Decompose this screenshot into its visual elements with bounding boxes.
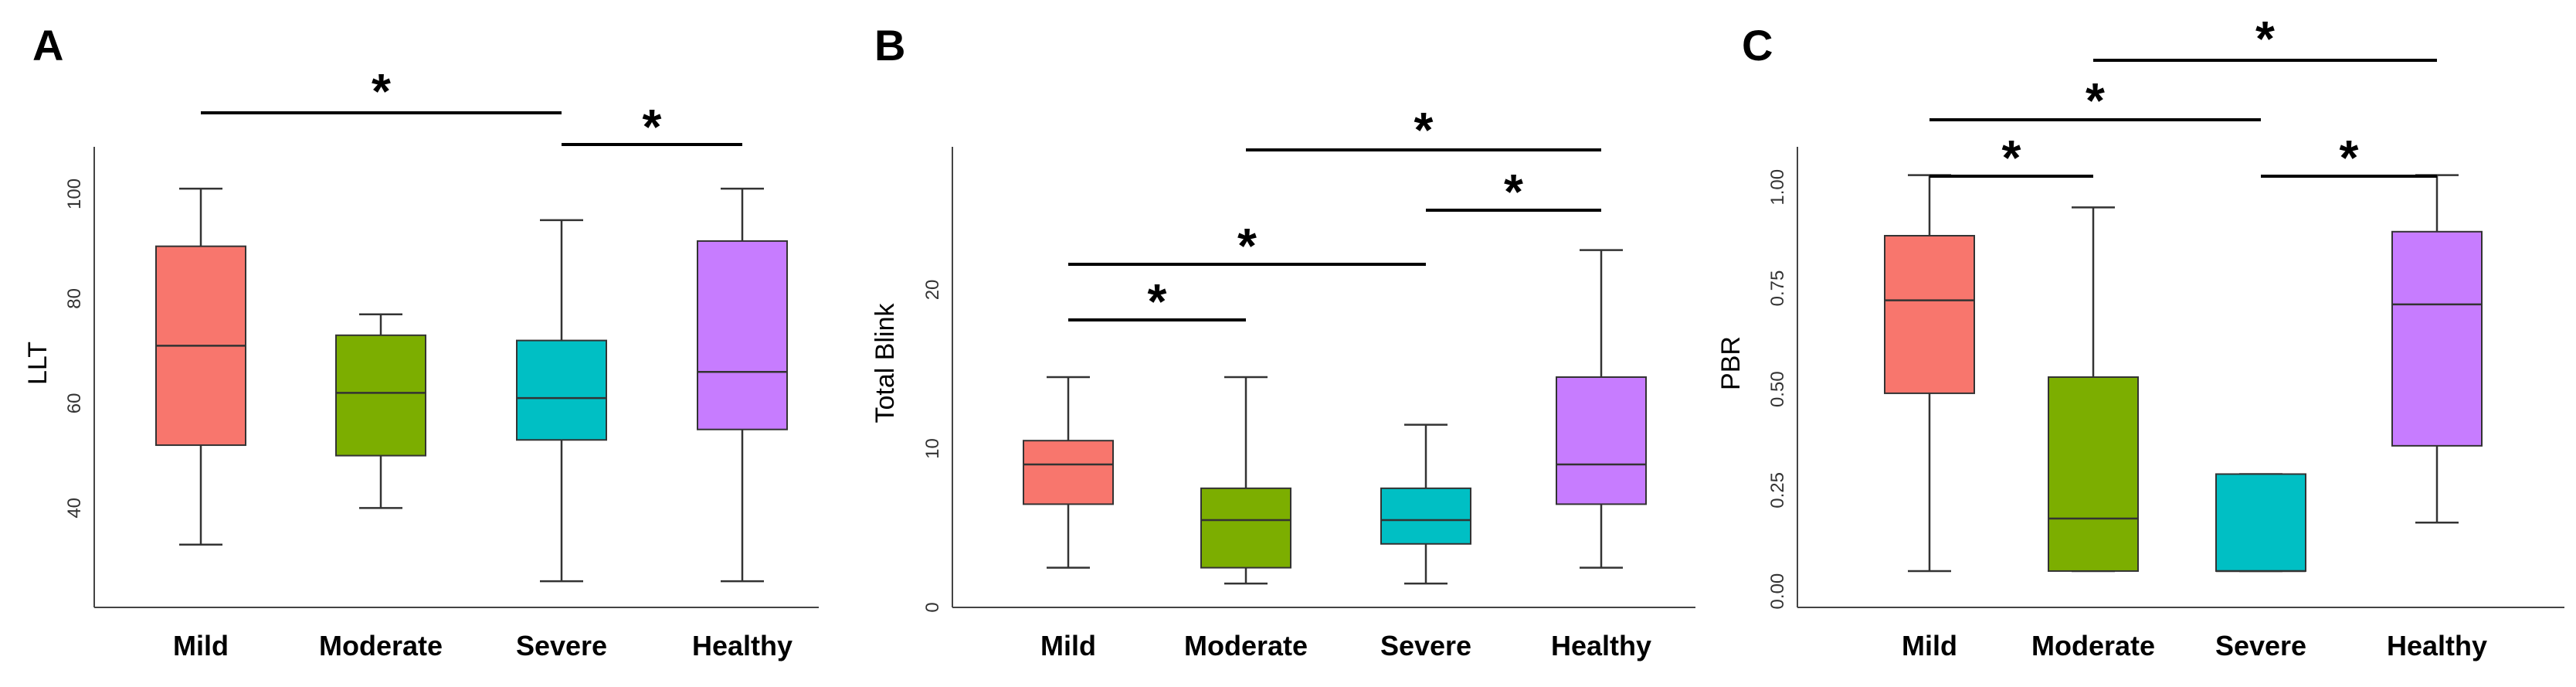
box-iqr [2048,376,2139,572]
box-moderate [335,313,426,509]
significance-star: * [1237,218,1257,274]
box-iqr [697,240,788,430]
box-severe [2215,473,2306,573]
y-tick-label: 0.75 [1767,270,1788,307]
category-label-mild: Mild [173,630,229,661]
y-tick-label: 10 [922,438,943,459]
box-healthy [2391,174,2483,524]
significance-bracket: * [1426,164,1601,219]
box-iqr [1380,487,1471,545]
box-healthy [1556,249,1647,569]
y-tick-label: 0.25 [1767,472,1788,508]
box-iqr [1556,376,1647,505]
box-mild [1884,174,1975,573]
significance-bracket: * [1929,130,2093,185]
panel-a: A LLT Mild Moderate Severe Healthy 40 60 8… [23,21,819,661]
significance-star: * [2086,73,2105,128]
significance-star: * [2255,11,2275,66]
significance-bracket: * [1246,102,1601,158]
category-label-moderate: Moderate [1184,630,1308,661]
panel-letter: C [1742,21,1773,70]
category-label-healthy: Healthy [2387,630,2487,661]
box-iqr [2215,473,2306,572]
y-tick-label: 0 [922,602,943,612]
significance-bracket: * [562,99,742,155]
y-tick-label: 0.00 [1767,573,1788,610]
y-tick-label: 20 [922,280,943,301]
significance-bracket: * [1929,73,2261,128]
box-iqr [1884,235,1975,394]
significance-star: * [1414,102,1434,158]
panel-b: B Total Blink Mild Moderate Severe Healt… [871,21,1695,661]
significance-star: * [643,99,662,155]
box-iqr [1200,487,1291,569]
box-iqr [516,339,607,441]
y-axis-title: Total Blink [871,303,900,423]
y-tick-label: 100 [64,179,85,209]
category-label-healthy: Healthy [1551,630,1651,661]
box-severe [1380,423,1471,585]
significance-star: * [372,63,391,119]
y-tick-label: 0.50 [1767,371,1788,407]
box-iqr [2391,230,2483,447]
panel-letter: A [32,21,63,70]
significance-star: * [1504,164,1523,219]
significance-bracket: * [2093,11,2437,66]
significance-bracket: * [1068,218,1426,274]
box-moderate [1200,376,1291,585]
y-tick-label: 80 [64,288,85,309]
significance-bracket: * [1068,274,1246,329]
category-label-healthy: Healthy [692,630,792,661]
y-axis-title: LLT [23,342,53,385]
box-mild [1023,376,1114,569]
category-label-moderate: Moderate [2031,630,2155,661]
box-iqr [335,334,426,457]
y-axis-title: PBR [1716,336,1746,390]
panel-c: C PBR Mild Moderate Severe Healthy 0.00 0… [1716,11,2564,661]
significance-star: * [2002,130,2021,185]
significance-star: * [2340,130,2359,185]
box-moderate [2048,206,2139,573]
category-label-severe: Severe [2215,630,2306,661]
box-mild [155,187,246,546]
category-label-mild: Mild [1040,630,1096,661]
box-iqr [1023,440,1114,505]
significance-star: * [1148,274,1167,329]
significance-bracket: * [201,63,562,119]
y-tick-label: 60 [64,393,85,414]
category-label-moderate: Moderate [319,630,443,661]
category-label-mild: Mild [1902,630,1957,661]
category-label-severe: Severe [516,630,607,661]
box-severe [516,219,607,583]
y-tick-label: 40 [64,498,85,519]
y-tick-label: 1.00 [1767,169,1788,206]
category-label-severe: Severe [1380,630,1471,661]
significance-bracket: * [2261,130,2437,185]
box-healthy [697,187,788,583]
panel-letter: B [874,21,905,70]
